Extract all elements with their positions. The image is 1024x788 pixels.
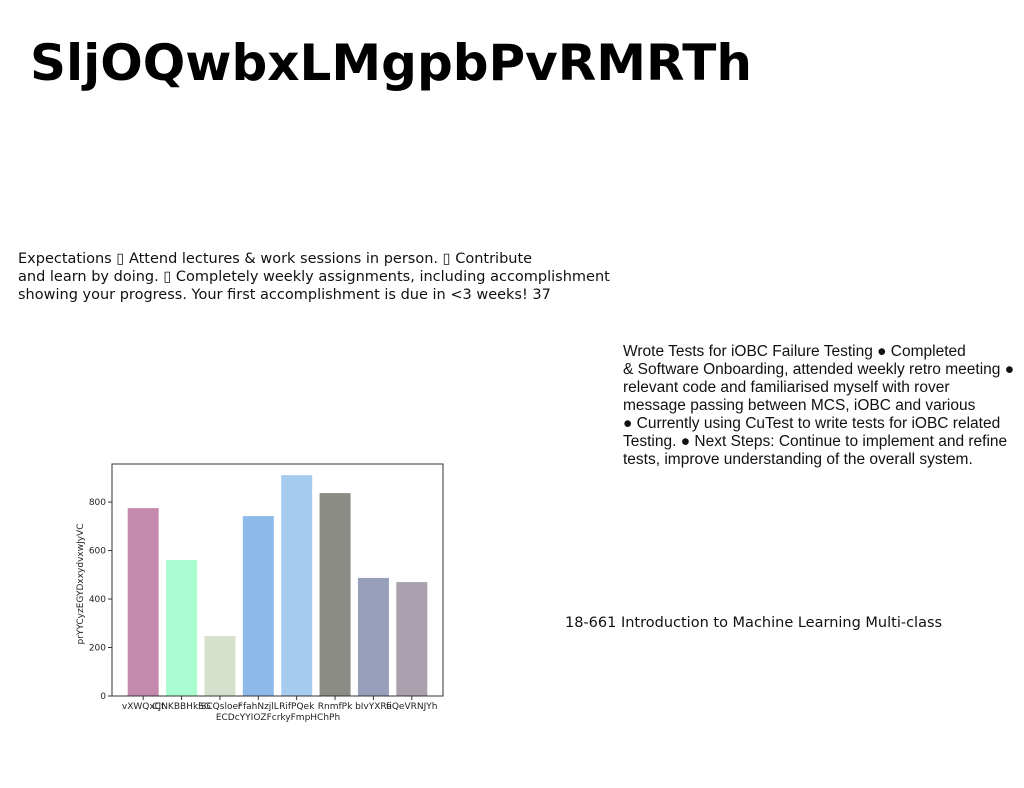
text-line: message passing between MCS, iOBC and va… xyxy=(623,397,976,414)
title: SljOQwbxLMgpbPvRMRTh xyxy=(30,34,752,92)
text-line: & Software Onboarding, attended weekly r… xyxy=(623,361,1015,378)
x-tick-label: iSCQsloer xyxy=(198,702,242,712)
bar xyxy=(166,560,198,696)
y-tick-label: 400 xyxy=(89,595,106,605)
x-tick-label: fiQeVRNJYh xyxy=(386,702,437,712)
x-tick-label: FfahNzjlL xyxy=(238,702,279,712)
x-tick-label: CJNKBBHkSG xyxy=(152,702,211,712)
text-line: showing your progress. Your first accomp… xyxy=(18,287,551,303)
y-tick-label: 200 xyxy=(89,644,106,654)
y-tick-label: 0 xyxy=(100,692,106,702)
paragraph: Expectations ▯ Attend lectures & work se… xyxy=(18,250,610,304)
x-tick-label: RifPQek xyxy=(279,702,315,712)
bar xyxy=(242,516,274,696)
text-line: Testing. ● Next Steps: Continue to imple… xyxy=(623,433,1008,450)
y-tick-label: 600 xyxy=(89,547,106,557)
y-tick-label: 800 xyxy=(89,498,106,508)
text-line: Expectations ▯ Attend lectures & work se… xyxy=(18,251,533,267)
bar xyxy=(396,582,428,696)
text-line: relevant code and familiarised myself wi… xyxy=(623,379,950,396)
caption: 18-661 Introduction to Machine Learning … xyxy=(565,615,943,631)
x-tick-label: ECDcYYIOZFcrkyFmpHChPh xyxy=(216,713,340,723)
text-line: tests, improve understanding of the over… xyxy=(623,451,973,468)
plot-frame xyxy=(111,463,444,697)
bar xyxy=(319,493,351,696)
paragraph: Wrote Tests for iOBC Failure Testing ● C… xyxy=(623,343,1014,469)
bar xyxy=(127,508,159,696)
bar xyxy=(204,636,236,696)
text-line: ● Currently using CuTest to write tests … xyxy=(623,415,1001,432)
text-line: and learn by doing. ▯ Completely weekly … xyxy=(18,269,610,285)
bar xyxy=(281,475,313,696)
y-axis-label: prYYCyzEGYDxxydvxwJyVC xyxy=(76,523,86,644)
x-tick-label: vXWQxCt xyxy=(122,702,165,712)
text-line: Wrote Tests for iOBC Failure Testing ● C… xyxy=(623,343,966,360)
x-tick-label: bIvYXRe xyxy=(355,702,392,712)
x-tick-label: RnmfPk xyxy=(318,702,353,712)
bar xyxy=(357,577,389,696)
